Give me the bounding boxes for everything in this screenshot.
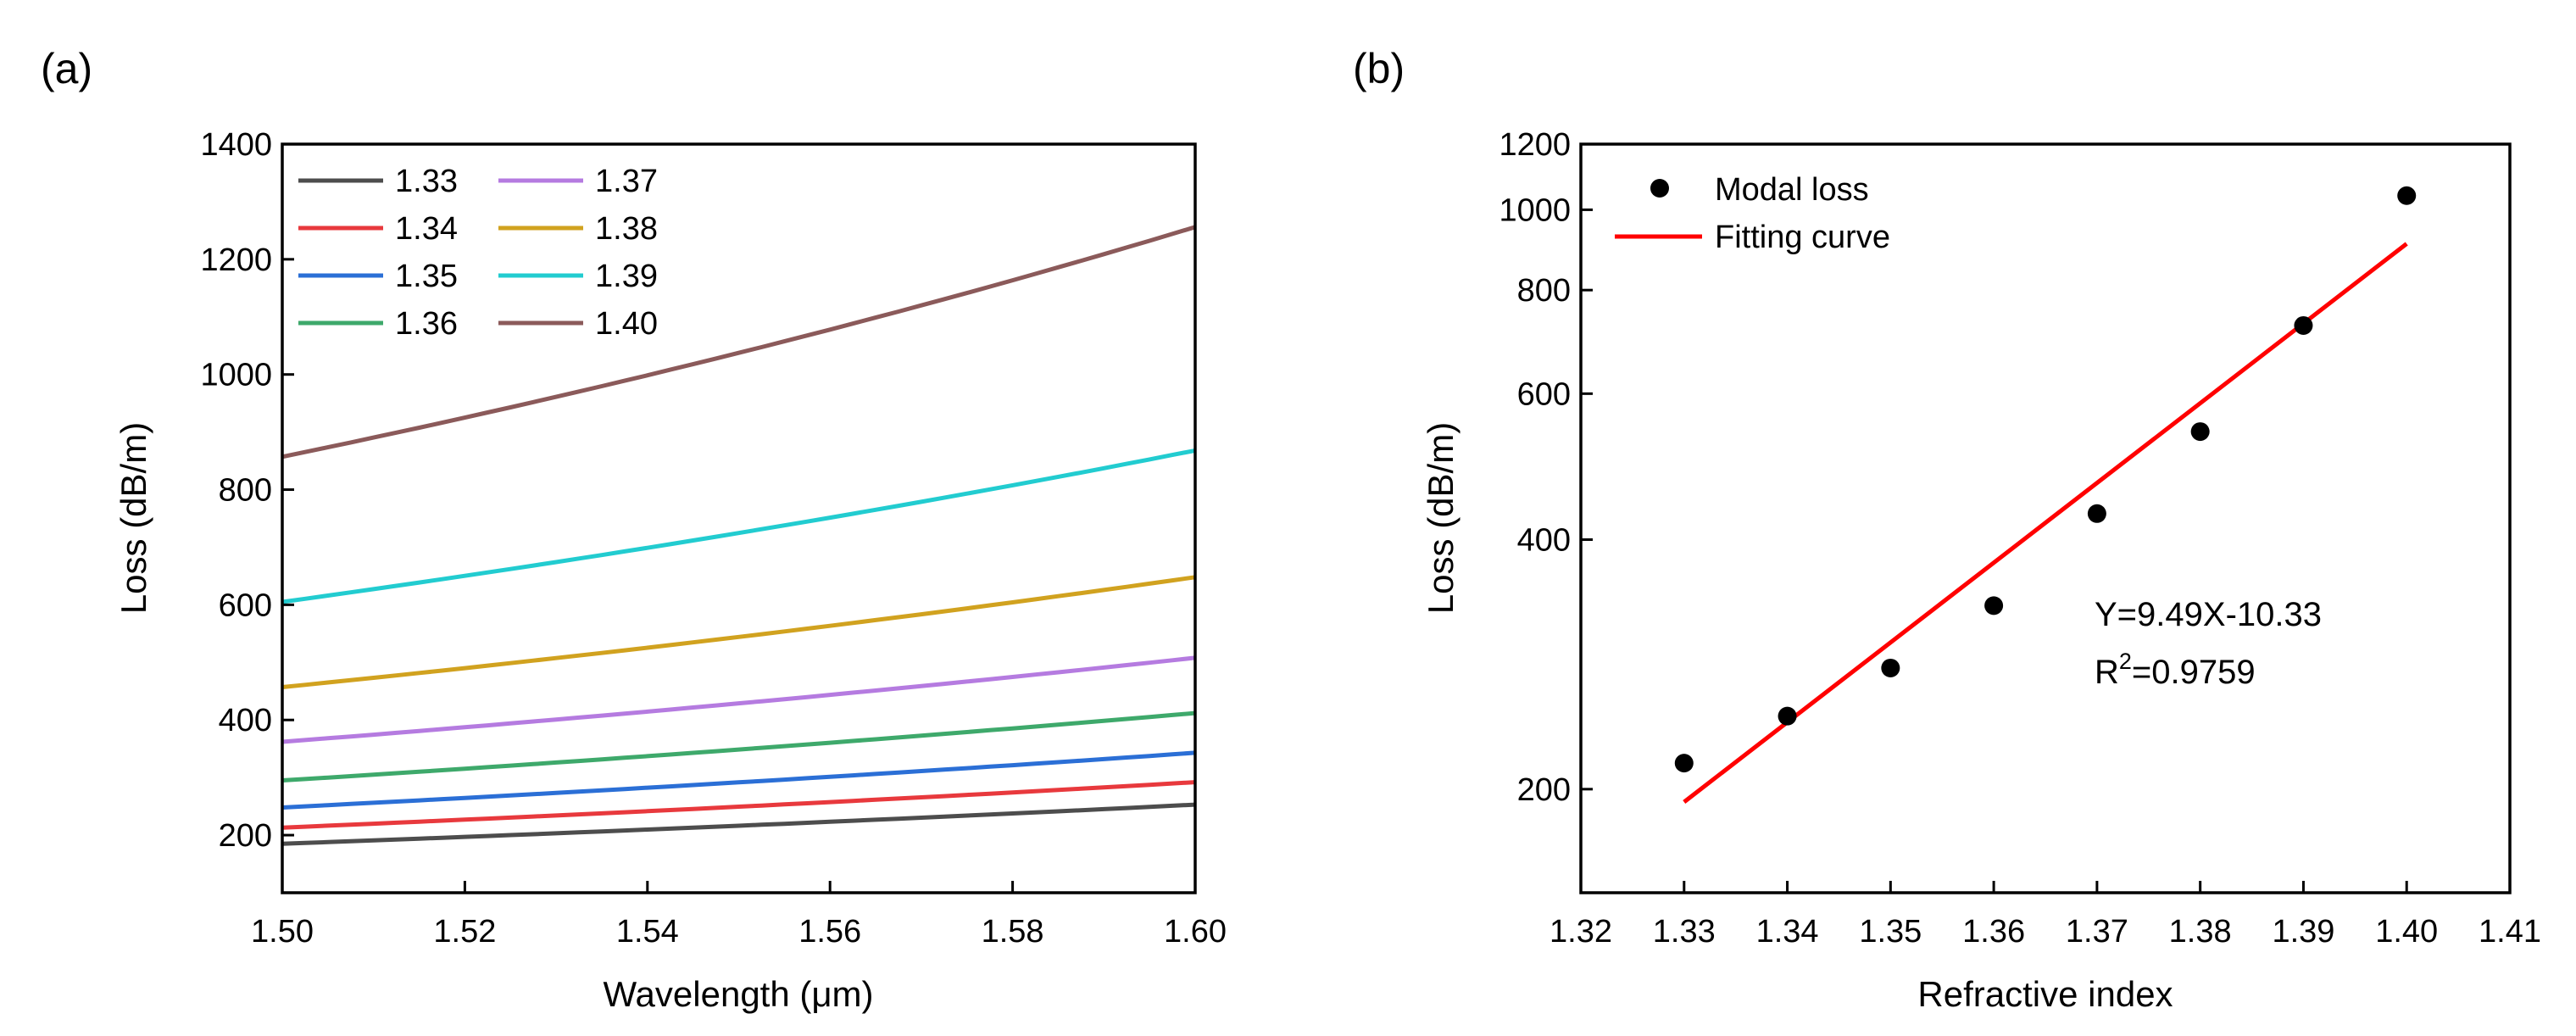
legend-label: 1.37 xyxy=(595,164,658,199)
y-tick-label: 1200 xyxy=(200,242,272,278)
chart-b-legend: Modal loss Fitting curve xyxy=(1615,172,1890,255)
y-tick-label: 600 xyxy=(219,588,272,623)
series-line-1-36 xyxy=(281,710,1196,783)
legend-label: 1.34 xyxy=(395,211,458,247)
x-tick-label: 1.54 xyxy=(616,914,679,950)
x-tick-label: 1.56 xyxy=(798,914,861,950)
legend-label: Fitting curve xyxy=(1715,220,1890,255)
x-tick-label: 1.60 xyxy=(1164,914,1227,950)
data-point xyxy=(1984,596,2004,615)
chart-b-ylabel: Loss (dB/m) xyxy=(1421,422,1460,614)
x-tick-label: 1.39 xyxy=(2272,914,2334,950)
y-tick-label: 1000 xyxy=(1499,192,1571,228)
data-point xyxy=(2294,315,2313,335)
chart-a-xlabel: Wavelength (μm) xyxy=(603,974,873,1014)
x-tick-label: 1.38 xyxy=(2169,914,2232,950)
legend-label: 1.38 xyxy=(595,211,658,247)
series-line-1-34 xyxy=(281,780,1196,830)
chart-b-ticks: 1.32 1.33 1.34 1.35 1.36 1.37 1.38 1.39 1.40 1.41… xyxy=(1499,127,2541,950)
legend-label: 1.33 xyxy=(395,164,458,199)
y-tick-label: 1000 xyxy=(200,358,272,393)
y-tick-label: 400 xyxy=(219,703,272,738)
x-tick-label: 1.35 xyxy=(1859,914,1922,950)
chart-b: 1.32 1.33 1.34 1.35 1.36 1.37 1.38 1.39 1.40 1.41… xyxy=(1421,127,2541,1014)
data-point xyxy=(2397,186,2417,205)
series-line-1-33 xyxy=(281,802,1196,846)
chart-a-frame xyxy=(281,142,1197,894)
x-tick-label: 1.34 xyxy=(1756,914,1819,950)
y-tick-label: 200 xyxy=(1517,772,1571,808)
x-tick-label: 1.58 xyxy=(982,914,1044,950)
chart-b-r-squared: R2=0.9759 xyxy=(2095,649,2256,691)
series-line-1-39 xyxy=(281,448,1196,604)
chart-b-points xyxy=(1674,186,2417,773)
x-tick-label: 1.40 xyxy=(2375,914,2438,950)
x-tick-label: 1.32 xyxy=(1549,914,1612,950)
panel-b-label: (b) xyxy=(1353,45,1405,92)
series-line-1-35 xyxy=(281,750,1196,810)
legend-label: 1.35 xyxy=(395,259,458,294)
data-point xyxy=(1778,706,1797,726)
data-point xyxy=(1881,658,1900,677)
chart-a-legend: 1.33 1.34 1.35 1.36 1.37 1.38 1.39 1.40 xyxy=(298,164,658,342)
y-tick-label: 800 xyxy=(219,473,272,509)
chart-b-xlabel: Refractive index xyxy=(1917,974,2173,1014)
series-line-1-38 xyxy=(281,575,1196,689)
x-tick-label: 1.52 xyxy=(433,914,496,950)
chart-b-equation: Y=9.49X-10.33 xyxy=(2095,596,2322,633)
legend-label: 1.36 xyxy=(395,306,458,342)
chart-b-frame xyxy=(1579,142,2512,894)
x-tick-label: 1.37 xyxy=(2066,914,2128,950)
x-tick-label: 1.36 xyxy=(1962,914,2025,950)
legend-marker xyxy=(1650,179,1669,198)
chart-a-ticks: 1.50 1.52 1.54 1.56 1.58 1.60 200 400 600 800 1000… xyxy=(200,127,1227,950)
y-tick-label: 800 xyxy=(1517,273,1571,309)
panel-a-label: (a) xyxy=(41,45,92,92)
fit-line xyxy=(1683,242,2408,804)
data-point xyxy=(2190,422,2210,442)
chart-a-ylabel: Loss (dB/m) xyxy=(114,422,153,614)
data-point xyxy=(1674,754,1694,773)
chart-a-lines xyxy=(281,225,1196,846)
y-tick-label: 600 xyxy=(1517,376,1571,412)
series-line-1-37 xyxy=(281,655,1196,744)
legend-label: 1.40 xyxy=(595,306,658,342)
x-tick-label: 1.33 xyxy=(1653,914,1716,950)
chart-b-fit-layer xyxy=(1683,242,2408,804)
y-tick-label: 1200 xyxy=(1499,127,1571,163)
y-tick-label: 1400 xyxy=(200,127,272,163)
y-tick-label: 200 xyxy=(219,818,272,854)
x-tick-label: 1.41 xyxy=(2479,914,2541,950)
series-line-1-40 xyxy=(281,225,1196,460)
chart-a: 1.50 1.52 1.54 1.56 1.58 1.60 200 400 600 800 1000… xyxy=(114,127,1227,1014)
legend-label: 1.39 xyxy=(595,259,658,294)
x-tick-label: 1.50 xyxy=(251,914,314,950)
legend-label: Modal loss xyxy=(1715,172,1869,208)
data-point xyxy=(2087,504,2106,523)
y-tick-label: 400 xyxy=(1517,523,1571,559)
